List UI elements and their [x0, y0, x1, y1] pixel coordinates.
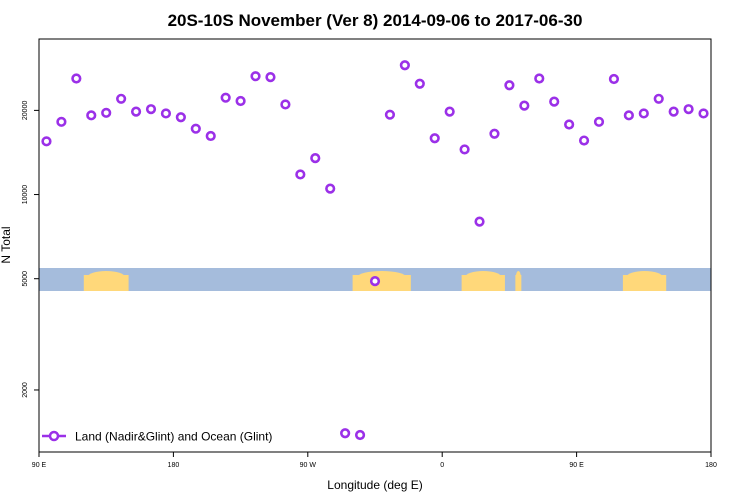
x-axis: 90 E 180 90 W 0 90 E 180 [32, 452, 717, 469]
data-point [310, 152, 321, 164]
data-point [175, 112, 186, 123]
data-point [86, 110, 97, 121]
y-tick-label: 2000 [22, 382, 29, 398]
data-point [429, 133, 440, 144]
plot-frame [38, 38, 712, 453]
data-point [668, 106, 679, 117]
data-point [504, 80, 515, 91]
data-point [265, 72, 276, 83]
x-tick-label: 0 [440, 462, 444, 469]
data-point [698, 108, 709, 119]
data-point [683, 104, 694, 115]
data-point [205, 130, 216, 142]
data-point [220, 92, 231, 103]
y-axis-label: N Total [0, 226, 13, 263]
data-point [160, 108, 172, 119]
data-point [549, 96, 560, 107]
data-point [130, 106, 142, 117]
data-points [41, 60, 709, 441]
data-point [369, 276, 381, 287]
data-point [519, 100, 530, 111]
data-point [593, 116, 605, 127]
data-point [116, 93, 127, 104]
data-point [459, 144, 470, 155]
data-point [474, 216, 485, 227]
y-tick-label: 20000 [22, 101, 29, 121]
data-point [564, 119, 575, 130]
x-tick-label: 90 W [300, 462, 317, 469]
data-point [354, 429, 366, 441]
data-point [578, 135, 590, 146]
x-axis-label: Longitude (deg E) [327, 478, 422, 492]
data-point [190, 123, 201, 134]
data-point [384, 109, 396, 120]
data-point [444, 106, 455, 117]
x-tick-label: 180 [705, 462, 717, 469]
data-point [101, 107, 112, 118]
data-point [489, 128, 500, 139]
x-tick-label: 180 [168, 462, 180, 469]
data-point [414, 78, 425, 89]
data-point [399, 60, 410, 71]
chart-title: 20S-10S November (Ver 8) 2014-09-06 to 2… [168, 11, 583, 30]
map-land-top [357, 271, 406, 283]
data-point [295, 169, 306, 180]
data-point [235, 95, 246, 107]
map-land-top [626, 271, 663, 283]
y-tick-label: 10000 [22, 185, 29, 205]
data-point [41, 136, 52, 147]
data-point [71, 73, 82, 84]
x-tick-label: 90 E [569, 462, 584, 469]
data-point [623, 110, 634, 121]
data-point [608, 73, 620, 85]
data-point [56, 116, 67, 127]
legend-label: Land (Nadir&Glint) and Ocean (Glint) [75, 430, 272, 444]
y-tick-label: 5000 [22, 271, 29, 287]
data-point [280, 99, 291, 110]
data-point [145, 104, 157, 115]
legend: Land (Nadir&Glint) and Ocean (Glint) [42, 430, 272, 444]
data-point [653, 93, 664, 104]
data-point [534, 73, 545, 84]
map-land-top [87, 271, 125, 283]
map-land-top [465, 271, 502, 283]
data-point [340, 428, 351, 439]
map-land-top [515, 271, 521, 283]
data-point [250, 71, 261, 82]
data-point [638, 108, 649, 119]
legend-marker [48, 430, 60, 442]
y-axis: 2000 5000 10000 20000 [22, 101, 39, 398]
x-tick-label: 90 E [32, 462, 47, 469]
data-point [325, 183, 336, 194]
